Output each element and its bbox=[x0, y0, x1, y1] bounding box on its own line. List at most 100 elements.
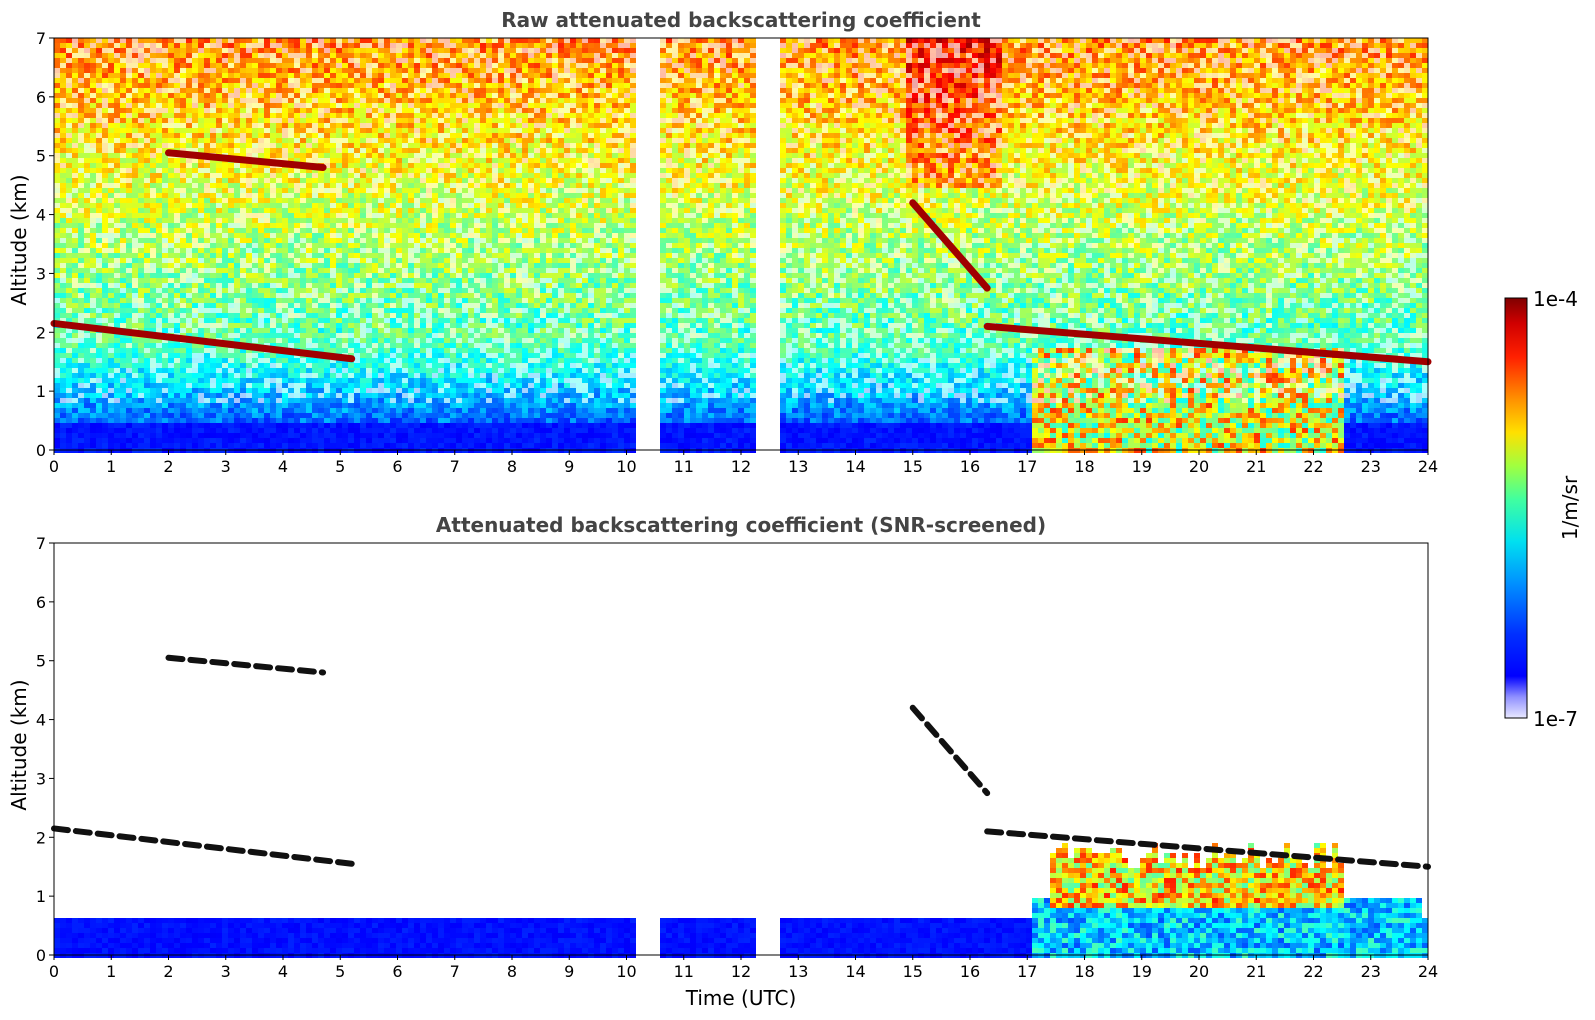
heatmap-cell bbox=[180, 283, 186, 288]
heatmap-cell bbox=[294, 373, 300, 378]
heatmap-cell bbox=[264, 358, 270, 363]
heatmap-cell bbox=[324, 338, 330, 343]
heatmap-cell bbox=[378, 323, 384, 328]
heatmap-cell bbox=[216, 43, 222, 48]
heatmap-cell bbox=[312, 413, 318, 418]
heatmap-cell bbox=[114, 133, 120, 138]
heatmap-cell bbox=[168, 383, 174, 388]
heatmap-cell bbox=[84, 48, 90, 53]
heatmap-cell bbox=[360, 243, 366, 248]
heatmap-cell bbox=[168, 438, 174, 443]
heatmap-cell bbox=[258, 123, 264, 128]
heatmap-cell bbox=[174, 108, 180, 113]
heatmap-cell bbox=[372, 113, 378, 118]
heatmap-cell bbox=[306, 223, 312, 228]
heatmap-cell bbox=[60, 83, 66, 88]
heatmap-cell bbox=[240, 203, 246, 208]
heatmap-cell bbox=[264, 318, 270, 323]
heatmap-cell bbox=[96, 258, 102, 263]
heatmap-cell bbox=[288, 178, 294, 183]
heatmap-cell bbox=[126, 188, 132, 193]
heatmap-cell bbox=[144, 263, 150, 268]
heatmap-cell bbox=[60, 348, 66, 353]
heatmap-cell bbox=[216, 273, 222, 278]
heatmap-cell bbox=[198, 418, 204, 423]
heatmap-cell bbox=[84, 353, 90, 358]
heatmap-cell bbox=[402, 433, 408, 438]
heatmap-cell bbox=[84, 133, 90, 138]
heatmap-cell bbox=[120, 153, 126, 158]
heatmap-cell bbox=[318, 243, 324, 248]
heatmap-cell bbox=[264, 303, 270, 308]
heatmap-cell bbox=[120, 213, 126, 218]
heatmap-cell bbox=[324, 78, 330, 83]
heatmap-cell bbox=[366, 403, 372, 408]
heatmap-cell bbox=[90, 318, 96, 323]
heatmap-cell bbox=[144, 423, 150, 428]
heatmap-cell bbox=[396, 278, 402, 283]
heatmap-cell bbox=[162, 168, 168, 173]
heatmap-cell bbox=[156, 418, 162, 423]
heatmap-cell bbox=[402, 243, 408, 248]
heatmap-cell bbox=[54, 278, 60, 283]
heatmap-cell bbox=[246, 368, 252, 373]
heatmap-cell bbox=[228, 383, 234, 388]
heatmap-cell bbox=[84, 208, 90, 213]
heatmap-cell bbox=[96, 183, 102, 188]
heatmap-cell bbox=[144, 308, 150, 313]
heatmap-cell bbox=[96, 228, 102, 233]
heatmap-cell bbox=[198, 98, 204, 103]
heatmap-cell bbox=[336, 68, 342, 73]
heatmap-cell bbox=[306, 238, 312, 243]
heatmap-cell bbox=[324, 318, 330, 323]
heatmap-cell bbox=[144, 433, 150, 438]
heatmap-cell bbox=[276, 83, 282, 88]
heatmap-cell bbox=[150, 248, 156, 253]
heatmap-cell bbox=[396, 73, 402, 78]
heatmap-cell bbox=[390, 88, 396, 93]
heatmap-cell bbox=[222, 78, 228, 83]
heatmap-cell bbox=[246, 423, 252, 428]
heatmap-cell bbox=[252, 298, 258, 303]
heatmap-cell bbox=[90, 263, 96, 268]
heatmap-cell bbox=[78, 73, 84, 78]
heatmap-cell bbox=[306, 343, 312, 348]
heatmap-cell bbox=[408, 53, 414, 58]
heatmap-cell bbox=[84, 438, 90, 443]
heatmap-cell bbox=[84, 198, 90, 203]
heatmap-cell bbox=[210, 323, 216, 328]
heatmap-cell bbox=[144, 288, 150, 293]
heatmap-cell bbox=[84, 148, 90, 153]
heatmap-cell bbox=[336, 108, 342, 113]
heatmap-cell bbox=[78, 258, 84, 263]
heatmap-cell bbox=[90, 98, 96, 103]
heatmap-cell bbox=[318, 158, 324, 163]
heatmap-cell bbox=[402, 348, 408, 353]
heatmap-cell bbox=[150, 278, 156, 283]
heatmap-cell bbox=[282, 193, 288, 198]
heatmap-cell bbox=[60, 313, 66, 318]
heatmap-cell bbox=[108, 53, 114, 58]
heatmap-cell bbox=[126, 273, 132, 278]
heatmap-cell bbox=[300, 443, 306, 448]
heatmap-cell bbox=[408, 338, 414, 343]
heatmap-cell bbox=[240, 218, 246, 223]
heatmap-cell bbox=[114, 278, 120, 283]
heatmap-cell bbox=[324, 288, 330, 293]
heatmap-cell bbox=[258, 38, 264, 43]
heatmap-cell bbox=[354, 373, 360, 378]
heatmap-cell bbox=[342, 268, 348, 273]
heatmap-cell bbox=[264, 338, 270, 343]
heatmap-cell bbox=[204, 288, 210, 293]
heatmap-cell bbox=[396, 183, 402, 188]
heatmap-cell bbox=[204, 313, 210, 318]
heatmap-cell bbox=[330, 438, 336, 443]
heatmap-cell bbox=[234, 163, 240, 168]
heatmap-cell bbox=[252, 263, 258, 268]
heatmap-cell bbox=[174, 113, 180, 118]
heatmap-cell bbox=[378, 343, 384, 348]
heatmap-cell bbox=[306, 188, 312, 193]
heatmap-cell bbox=[252, 98, 258, 103]
heatmap-cell bbox=[276, 193, 282, 198]
heatmap-cell bbox=[252, 408, 258, 413]
